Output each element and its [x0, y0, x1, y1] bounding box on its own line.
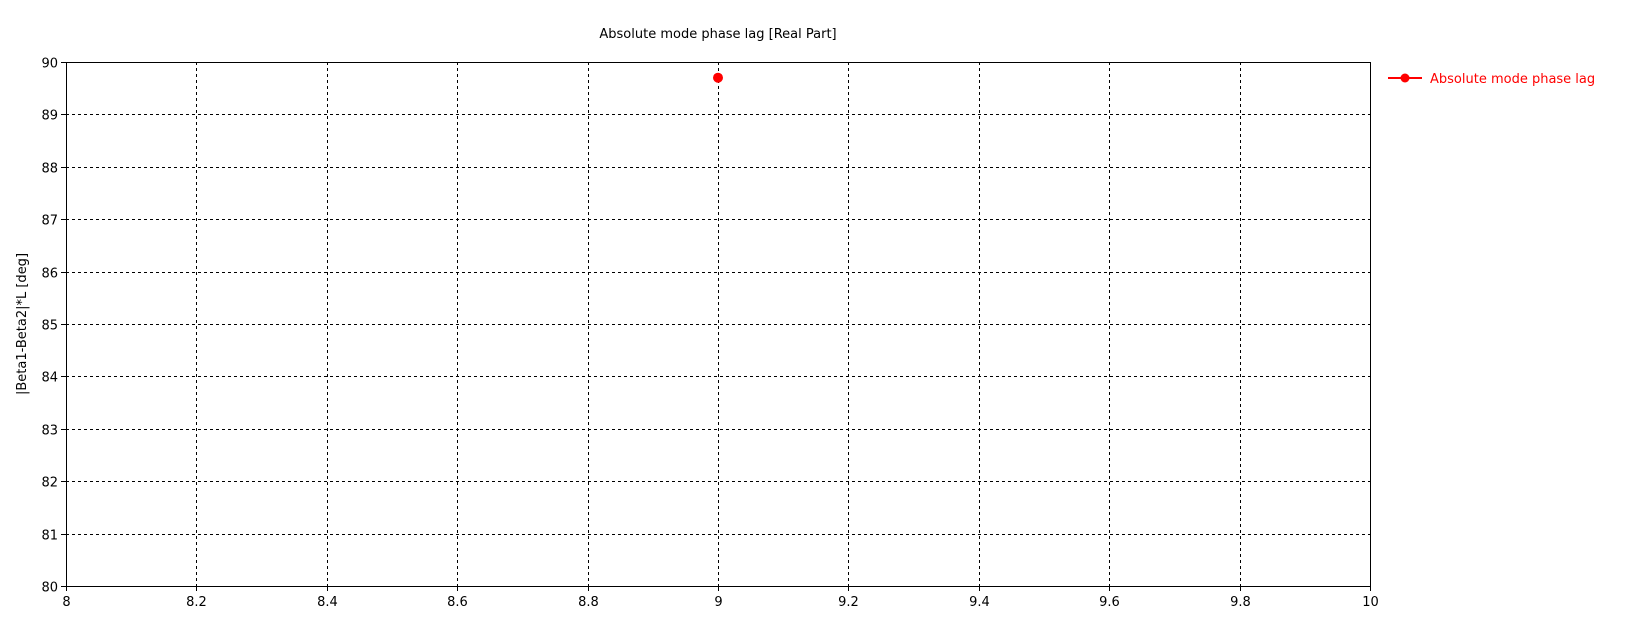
grid-lines [66, 62, 1370, 586]
x-tick-label: 8.4 [317, 595, 338, 610]
legend-label: Absolute mode phase lag [1430, 72, 1595, 87]
y-axis-label: |Beta1-Beta2|*L [deg] [15, 253, 30, 395]
y-tick-label: 87 [41, 214, 58, 229]
y-tick-label: 80 [41, 581, 58, 596]
y-tick-label: 90 [41, 57, 58, 72]
x-tick-label: 8.2 [186, 595, 207, 610]
x-tick-label: 8.6 [447, 595, 468, 610]
x-tick-label: 9.4 [969, 595, 990, 610]
y-tick-label: 84 [41, 371, 58, 386]
y-tick-label: 88 [41, 162, 58, 177]
x-tick-label: 9.6 [1099, 595, 1120, 610]
y-tick-label: 89 [41, 109, 58, 124]
data-point [713, 72, 723, 83]
y-axis: 80 81 82 83 84 85 86 87 88 89 90 [41, 57, 66, 596]
x-tick-label: 8 [62, 595, 70, 610]
x-tick-label: 9 [714, 595, 722, 610]
y-tick-label: 81 [41, 529, 58, 544]
y-tick-label: 83 [41, 424, 58, 439]
x-tick-label: 9.2 [838, 595, 859, 610]
x-tick-label: 9.8 [1230, 595, 1251, 610]
x-tick-label: 8.8 [578, 595, 599, 610]
y-tick-label: 85 [41, 319, 58, 334]
y-tick-label: 86 [41, 267, 58, 282]
series-layer [713, 72, 723, 83]
legend-marker [1400, 73, 1410, 83]
x-axis: 8 8.2 8.4 8.6 8.8 9 9.2 9.4 9.6 9.8 10 [62, 586, 1379, 610]
y-tick-label: 82 [41, 476, 58, 491]
legend: Absolute mode phase lag [1388, 72, 1595, 87]
x-tick-label: 10 [1362, 595, 1379, 610]
chart-title: Absolute mode phase lag [Real Part] [599, 27, 836, 42]
